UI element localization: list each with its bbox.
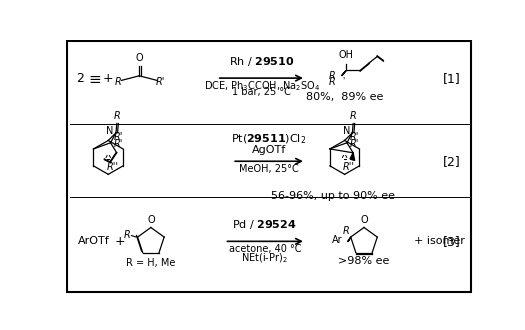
Text: 80%,  89% ee: 80%, 89% ee	[306, 92, 383, 102]
Text: N: N	[106, 126, 114, 136]
Text: R: R	[329, 71, 335, 81]
Text: R = H, Me: R = H, Me	[126, 258, 175, 268]
Text: N: N	[343, 126, 350, 136]
Text: DCE, Ph$_3$CCOH, Na$_2$SO$_4$: DCE, Ph$_3$CCOH, Na$_2$SO$_4$	[204, 80, 320, 93]
Text: [2]: [2]	[443, 155, 461, 168]
Text: R: R	[123, 230, 130, 240]
Text: R': R'	[350, 139, 360, 149]
Polygon shape	[350, 153, 355, 160]
Text: O: O	[147, 215, 155, 225]
Text: + isomer: + isomer	[414, 236, 465, 246]
Text: +: +	[103, 72, 113, 84]
Text: R': R'	[350, 132, 360, 142]
Text: >98% ee: >98% ee	[338, 256, 390, 266]
Text: NEt(i-Pr)$_2$: NEt(i-Pr)$_2$	[242, 251, 288, 265]
Text: R': R'	[155, 77, 165, 87]
Text: 56-96%, up to 90% ee: 56-96%, up to 90% ee	[271, 191, 395, 201]
Polygon shape	[342, 70, 346, 76]
Text: acetone, 40 °C: acetone, 40 °C	[228, 244, 301, 254]
Text: R': R'	[113, 132, 123, 142]
Text: Pt($\bf{29511}$)Cl$_2$: Pt($\bf{29511}$)Cl$_2$	[231, 132, 306, 146]
Text: Ar: Ar	[332, 235, 343, 245]
Text: [1]: [1]	[443, 72, 461, 84]
Text: [3]: [3]	[443, 235, 461, 248]
Text: R: R	[329, 77, 335, 87]
Text: 2: 2	[77, 72, 85, 84]
Text: MeOH, 25°C: MeOH, 25°C	[239, 164, 299, 174]
Text: R: R	[350, 111, 356, 121]
Polygon shape	[348, 237, 351, 242]
Text: 1 bar, 25 °C: 1 bar, 25 °C	[232, 87, 291, 97]
Text: ArOTf: ArOTf	[78, 236, 110, 246]
Text: Rh / $\bf{29510}$: Rh / $\bf{29510}$	[229, 55, 295, 68]
Text: R: R	[115, 77, 122, 87]
Text: R'': R''	[107, 162, 118, 172]
Text: OH: OH	[339, 50, 354, 60]
Text: R'': R''	[343, 162, 355, 172]
Text: R': R'	[113, 139, 123, 149]
Text: Pd / $\bf{29524}$: Pd / $\bf{29524}$	[233, 217, 297, 231]
Text: $\equiv$: $\equiv$	[86, 71, 102, 85]
Text: R: R	[343, 226, 350, 236]
Text: R: R	[113, 111, 120, 121]
Text: O: O	[135, 53, 143, 63]
Text: O: O	[360, 215, 368, 225]
Text: ': '	[342, 77, 344, 86]
Text: AgOTf: AgOTf	[251, 145, 286, 155]
Text: +: +	[114, 235, 125, 248]
